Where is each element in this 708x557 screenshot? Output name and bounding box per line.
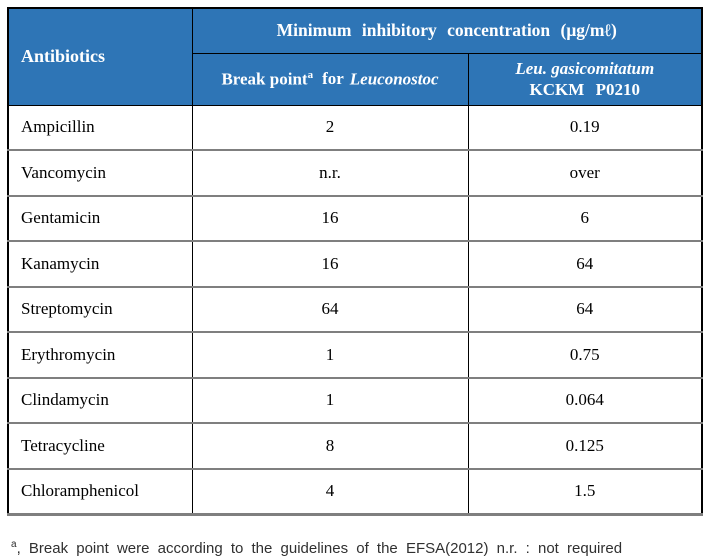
footnote: a, Break point were according to the gui… [11, 539, 701, 557]
table-row: Kanamycin 16 64 [7, 241, 703, 288]
antibiotic-name-cell: Chloramphenicol [7, 468, 193, 515]
table-row: Vancomycin n.r. over [7, 150, 703, 197]
mic-value-cell: 0.064 [467, 377, 703, 424]
strain-id: KCKM P0210 [529, 79, 640, 99]
breakpoint-label-for: for [322, 69, 344, 89]
mic-value-cell: over [467, 150, 703, 197]
mic-title-header-cell: Minimum inhibitory concentration (μg/mℓ) [191, 7, 703, 54]
mic-value-cell: 0.125 [467, 423, 703, 470]
antibiotics-header-cell: Antibiotics [7, 7, 193, 106]
table-row: Ampicillin 2 0.19 [7, 105, 703, 151]
table-row: Erythromycin 1 0.75 [7, 332, 703, 379]
antibiotic-name-cell: Tetracycline [7, 423, 193, 470]
breakpoint-value-cell: n.r. [191, 150, 469, 197]
mic-value-cell: 0.75 [467, 332, 703, 379]
strain-header-cell: Leu. gasicomitatum KCKM P0210 [467, 52, 703, 106]
strain-species-name: Leu. gasicomitatum [470, 59, 701, 79]
table-row: Clindamycin 1 0.064 [7, 377, 703, 424]
footnote-text: , Break point were according to the guid… [16, 540, 623, 557]
mic-value-cell: 64 [467, 286, 703, 333]
antibiotic-name-cell: Streptomycin [7, 286, 193, 333]
table-row: Chloramphenicol 4 1.5 [7, 468, 703, 515]
breakpoint-value-cell: 8 [191, 423, 469, 470]
breakpoint-footnote-marker: a [307, 68, 314, 81]
breakpoint-value-cell: 1 [191, 377, 469, 424]
strain-species-italic: Leu. gasicomitatum [515, 58, 655, 78]
table-row: Tetracycline 8 0.125 [7, 423, 703, 470]
breakpoint-value-cell: 16 [191, 195, 469, 242]
antibiotic-name-cell: Clindamycin [7, 377, 193, 424]
header-row-2: Break pointa for Leuconostoc Leu. gasicomi… [8, 52, 703, 106]
mic-value-cell: 64 [467, 241, 703, 288]
mic-value-cell: 0.19 [467, 105, 703, 151]
mic-table: Antibiotics Minimum inhibitory concentra… [7, 7, 704, 516]
mic-value-cell: 1.5 [467, 468, 703, 515]
breakpoint-header-cell: Break pointa for Leuconostoc [191, 52, 469, 106]
footnote-marker: a [11, 539, 17, 550]
breakpoint-value-cell: 2 [191, 105, 469, 151]
breakpoint-value-cell: 4 [191, 468, 469, 515]
table-body: Ampicillin 2 0.19 Vancomycin n.r. over G… [7, 105, 703, 515]
breakpoint-value-cell: 64 [191, 286, 469, 333]
antibiotic-name-cell: Gentamicin [7, 195, 193, 242]
breakpoint-value-cell: 16 [191, 241, 469, 288]
antibiotic-name-cell: Kanamycin [7, 241, 193, 288]
table-row: Streptomycin 64 64 [7, 286, 703, 333]
table-header: Antibiotics Minimum inhibitory concentra… [7, 7, 703, 106]
antibiotic-name-cell: Erythromycin [7, 332, 193, 379]
antibiotic-name-cell: Vancomycin [7, 150, 193, 197]
antibiotic-name-cell: Ampicillin [7, 105, 193, 151]
breakpoint-value-cell: 1 [191, 332, 469, 379]
table-row: Gentamicin 16 6 [7, 195, 703, 242]
breakpoint-label: Break point [221, 69, 308, 89]
species-name: Leuconostoc [349, 69, 439, 89]
mic-value-cell: 6 [467, 195, 703, 242]
header-row-1: Antibiotics Minimum inhibitory concentra… [7, 7, 703, 106]
